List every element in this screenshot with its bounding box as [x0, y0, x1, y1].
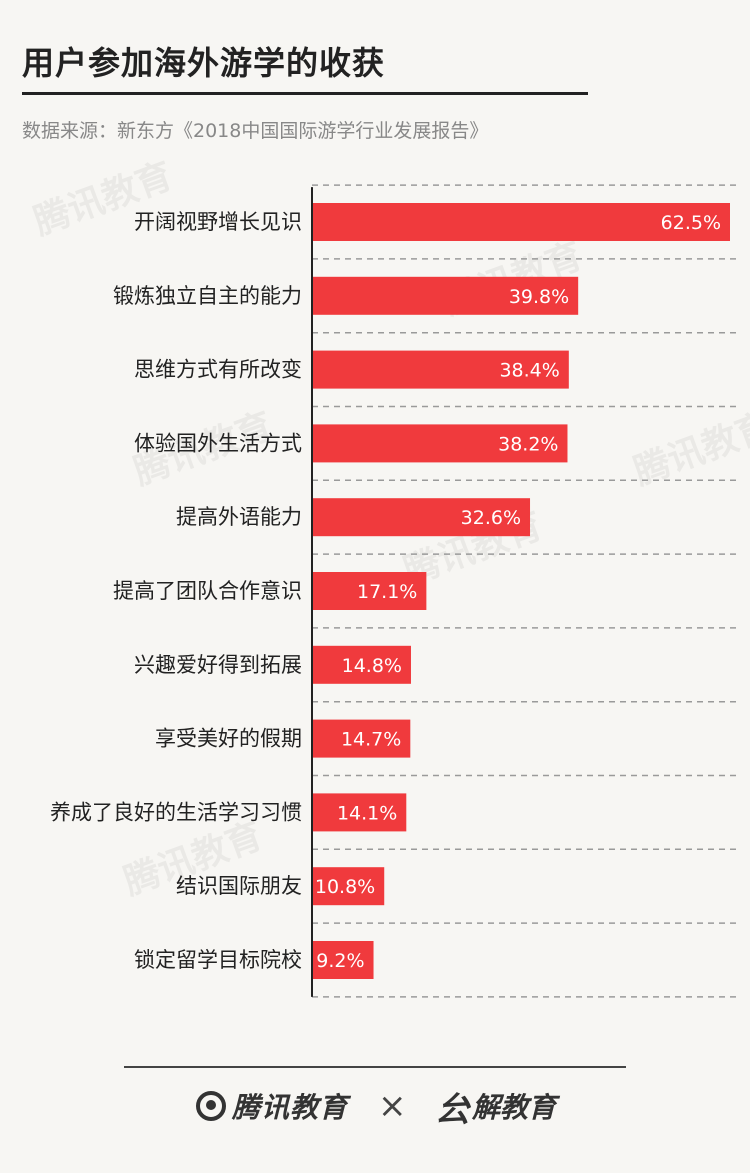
bar: [312, 867, 385, 906]
bar-chart: 开阔视野增长见识 62.5% 锻炼独立自主的能力 39.8% 思维方式有所改变 38.4%…: [50, 184, 740, 998]
value-label: 9.2%: [316, 950, 364, 972]
value-label: 14.8%: [342, 655, 402, 677]
bar: [312, 424, 568, 463]
bar: [312, 941, 374, 979]
partner-education-logo: 㕕 解教育: [436, 1086, 557, 1130]
data-source: 数据来源：新东方《2018中国国际游学行业发展报告》: [22, 120, 489, 142]
category-label: 享受美好的假期: [155, 727, 302, 751]
bar: [312, 350, 569, 389]
category-label: 体验国外生活方式: [134, 431, 302, 455]
tencent-logo-icon: [196, 1091, 226, 1121]
times-separator: ×: [378, 1086, 407, 1126]
value-label: 62.5%: [661, 212, 721, 234]
bar: [312, 719, 411, 758]
category-label: 提高了团队合作意识: [113, 579, 302, 603]
bar: [312, 645, 411, 684]
value-label: 32.6%: [461, 507, 521, 529]
category-label: 提高外语能力: [176, 505, 302, 529]
category-label: 开阔视野增长见识: [134, 210, 302, 234]
bar: [312, 498, 531, 537]
category-label: 锻炼独立自主的能力: [113, 284, 302, 308]
chart-title: 用户参加海外游学的收获: [22, 44, 386, 82]
value-label: 14.1%: [337, 802, 397, 824]
value-label: 17.1%: [357, 581, 417, 603]
bar: [312, 793, 407, 832]
tencent-education-logo: 腾讯教育: [196, 1086, 348, 1126]
bar: [312, 572, 427, 610]
category-label: 结识国际朋友: [176, 874, 302, 898]
footer: 腾讯教育 × 㕕 解教育: [0, 1082, 750, 1132]
category-label: 养成了良好的生活学习习惯: [50, 800, 302, 824]
partner-logo-text: 解教育: [472, 1091, 557, 1124]
bar: [312, 276, 579, 315]
category-label: 锁定留学目标院校: [134, 948, 302, 972]
category-label: 思维方式有所改变: [134, 358, 302, 382]
bar: [312, 203, 730, 241]
partner-logo-mark-icon: 㕕: [436, 1089, 470, 1130]
title-underline: [22, 92, 588, 95]
value-label: 38.4%: [499, 360, 559, 382]
tencent-logo-text: 腾讯教育: [232, 1091, 349, 1124]
footer-divider: [124, 1066, 626, 1068]
value-label: 10.8%: [315, 876, 375, 898]
category-label: 兴趣爱好得到拓展: [134, 653, 302, 677]
value-label: 38.2%: [498, 433, 558, 455]
value-label: 14.7%: [341, 729, 401, 751]
value-label: 39.8%: [509, 286, 569, 308]
